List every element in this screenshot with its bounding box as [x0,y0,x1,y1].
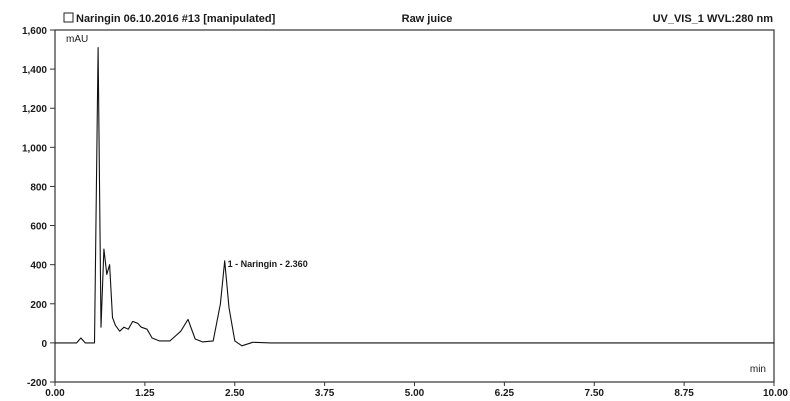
y-axis-label: mAU [66,34,88,45]
y-tick-label: 200 [30,300,47,311]
y-tick-label: 800 [30,182,47,193]
x-tick-label: 3.75 [315,388,335,396]
peak-label: 1 - Naringin - 2.360 [228,259,308,269]
chart-title: Raw juice [402,13,453,25]
sample-label: Naringin 06.10.2016 #13 [manipulated] [76,13,276,25]
x-tick-label: 7.50 [585,388,605,396]
y-tick-label: 1,200 [22,104,47,115]
peak-annotations: 1 - Naringin - 2.360 [228,259,308,269]
y-tick-label: 400 [30,261,47,272]
x-axis: 0.00 1.25 2.50 3.75 5.00 6.25 7.50 8.75 10.00 [45,382,788,399]
x-tick-label: 6.25 [495,388,515,396]
x-tick-label: 8.75 [674,388,694,396]
y-tick-label: 1,400 [22,65,47,76]
y-tick-label: 600 [30,222,47,233]
x-tick-label: 0.00 [45,388,65,396]
y-tick-label: 1,600 [22,26,47,37]
y-tick-label: 0 [41,339,47,350]
y-axis: -200 0 200 400 600 800 1,000 1,200 1,400 1,600 [22,26,55,389]
series-traces [55,47,774,347]
plot-frame [54,29,775,383]
x-axis-label: min [750,364,766,375]
x-tick-label: 1.25 [135,388,155,396]
y-tick-label: -200 [27,378,47,389]
channel-label: UV_VIS_1 WVL:280 nm [653,13,774,25]
y-tick-label: 1,000 [22,143,47,154]
chart-header: Naringin 06.10.2016 #13 [manipulated] Ra… [63,12,774,25]
x-tick-label: 10.00 [763,388,788,396]
document-icon [63,12,74,23]
x-tick-label: 2.50 [225,388,245,396]
chromatogram-trace [55,47,774,347]
x-tick-label: 5.00 [405,388,425,396]
